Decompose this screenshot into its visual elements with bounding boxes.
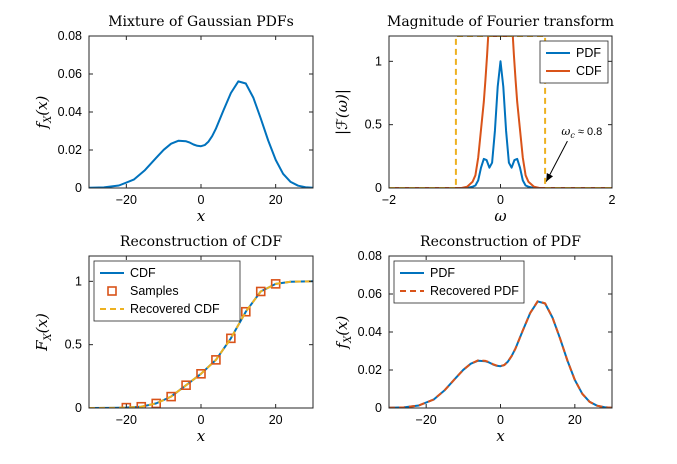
- x-tick-label: 0: [198, 193, 205, 207]
- x-tick-label: 2: [609, 193, 616, 207]
- y-tick-label: 0.5: [365, 118, 382, 132]
- y-tick-label: 0.06: [58, 67, 82, 81]
- data-point: [211, 355, 221, 365]
- y-tick-label: 0: [75, 181, 82, 195]
- cutoff-annotation: ωc ≈ 0.8: [545, 125, 602, 182]
- plot-area: [389, 300, 612, 408]
- series-line-pdf: [389, 300, 612, 408]
- x-tick-label: 20: [568, 413, 582, 427]
- panel-2: Magnitude of Fourier transform−2 0 200.51ω…: [333, 14, 616, 225]
- legend-label: Recovered CDF: [130, 302, 220, 316]
- plot-area: [89, 80, 313, 188]
- x-tick-label: −20: [416, 413, 437, 427]
- series-line-recovered-pdf: [389, 300, 612, 408]
- y-tick-label: 0.5: [65, 338, 82, 352]
- legend-label: Samples: [130, 284, 179, 298]
- legend-label: Recovered PDF: [430, 284, 519, 298]
- data-point: [166, 391, 176, 402]
- data-point: [255, 286, 266, 297]
- x-tick-label: 0: [198, 413, 205, 427]
- legend-label: CDF: [576, 64, 602, 78]
- data-point: [226, 333, 236, 344]
- data-point: [136, 401, 147, 408]
- x-axis-label: x: [496, 427, 505, 445]
- plot-area: [89, 279, 313, 408]
- y-tick-label: 0.06: [358, 287, 382, 301]
- legend: PDF Recovered PDF: [393, 260, 525, 304]
- x-tick-label: 0: [497, 413, 504, 427]
- y-tick-label: 1: [375, 54, 382, 68]
- y-axis-label: fX(x): [33, 95, 54, 129]
- series-line-recovered-cdf: [89, 280, 313, 408]
- panel-title: Magnitude of Fourier transform: [387, 14, 614, 30]
- panel-title: Reconstruction of PDF: [420, 234, 581, 250]
- annotation-arrowhead: [546, 172, 554, 182]
- data-point: [181, 380, 191, 391]
- y-tick-label: 0: [75, 401, 82, 415]
- legend-box: [93, 260, 241, 322]
- data-point: [196, 368, 206, 379]
- x-tick-label: −2: [382, 193, 396, 207]
- legend-marker: [107, 286, 117, 296]
- legend-label: PDF: [576, 46, 601, 60]
- y-tick-label: 0.08: [58, 29, 82, 43]
- y-axis-label: fX(x): [333, 315, 354, 349]
- y-tick-label: 0.08: [358, 249, 382, 263]
- y-tick-label: 1: [75, 274, 82, 288]
- panel-title: Reconstruction of CDF: [120, 234, 282, 250]
- y-tick-label: 0.02: [358, 363, 382, 377]
- y-tick-label: 0: [375, 401, 382, 415]
- x-tick-label: 20: [269, 193, 283, 207]
- legend: PDF CDF: [539, 40, 609, 84]
- legend: CDF Samples Recovered CDF: [93, 260, 241, 322]
- x-tick-label: −20: [116, 413, 137, 427]
- legend-label: PDF: [430, 266, 455, 280]
- panel-4: Reconstruction of PDF −20 0 20 0 0.02 0.04 0.06…: [333, 234, 613, 445]
- y-axis-label: FX(x): [33, 313, 54, 352]
- x-tick-label: 20: [269, 413, 283, 427]
- plot-area: [389, 36, 612, 188]
- legend-label: CDF: [130, 266, 156, 280]
- data-point: [241, 306, 251, 317]
- panel-1: Mixture of Gaussian PDFs −20 0 20 0 0.02 0.04 0…: [33, 14, 314, 225]
- annotation-text: ωc ≈ 0.8: [561, 125, 602, 140]
- y-tick-label: 0.02: [58, 143, 82, 157]
- x-axis-label: x: [197, 427, 206, 445]
- panel-title: Mixture of Gaussian PDFs: [108, 14, 294, 30]
- x-axis-label: x: [197, 207, 206, 225]
- x-tick-label: 0: [497, 193, 504, 207]
- panel-3: Reconstruction of CDF −20 0 20 0 0.5 1 x FX(x) CD…: [33, 234, 314, 445]
- cutoff-line: [89, 80, 313, 188]
- legend-box: [539, 40, 609, 84]
- series-line-pdf: [389, 60, 612, 188]
- legend-box: [393, 260, 525, 304]
- y-axis-label: |ℱ(ω)|: [333, 89, 351, 135]
- y-tick-label: 0: [375, 181, 382, 195]
- y-tick-label: 0.04: [58, 105, 82, 119]
- y-tick-label: 0.04: [358, 325, 382, 339]
- x-axis-label: ω: [494, 207, 506, 225]
- x-tick-label: −20: [116, 193, 137, 207]
- series-line-cdf: [389, 36, 612, 188]
